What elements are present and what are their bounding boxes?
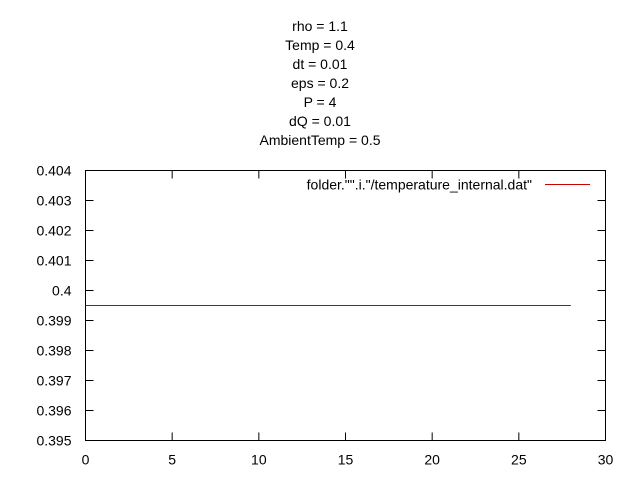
- x-tick-label: 5: [168, 452, 176, 468]
- title-line-rho: rho = 1.1: [292, 18, 348, 34]
- y-tick-label: 0.396: [36, 403, 71, 419]
- y-tick-label: 0.404: [36, 163, 71, 179]
- legend-label: folder."".i."/temperature_internal.dat": [307, 177, 532, 193]
- title-line-dq: dQ = 0.01: [289, 113, 351, 129]
- x-tick-label: 20: [424, 452, 440, 468]
- x-tick-label: 25: [511, 452, 527, 468]
- x-tick-label: 15: [338, 452, 354, 468]
- y-tick-label: 0.401: [36, 253, 71, 269]
- y-axis: 0.395 0.396 0.397 0.398 0.399 0.4 0.401 0.402 0.…: [36, 163, 606, 449]
- y-tick-label: 0.397: [36, 373, 71, 389]
- x-tick-label: 10: [251, 452, 267, 468]
- title-line-ambient-temp: AmbientTemp = 0.5: [259, 132, 381, 148]
- x-tick-label: 0: [82, 452, 90, 468]
- y-tick-label: 0.399: [36, 313, 71, 329]
- title-line-eps: eps = 0.2: [291, 75, 349, 91]
- y-tick-label: 0.398: [36, 343, 71, 359]
- x-tick-label: 30: [598, 452, 614, 468]
- title-line-temp: Temp = 0.4: [285, 37, 355, 53]
- legend: folder."".i."/temperature_internal.dat": [307, 177, 590, 193]
- y-tick-label: 0.403: [36, 193, 71, 209]
- y-tick-label: 0.4: [52, 283, 72, 299]
- title-line-dt: dt = 0.01: [292, 56, 348, 72]
- y-tick-label: 0.402: [36, 223, 71, 239]
- x-axis: 0 5 10 15 20 25 30: [82, 170, 614, 468]
- y-tick-label: 0.395: [36, 433, 71, 449]
- title-line-p: P = 4: [303, 94, 337, 110]
- chart-title: rho = 1.1 Temp = 0.4 dt = 0.01 eps = 0.2…: [0, 17, 640, 150]
